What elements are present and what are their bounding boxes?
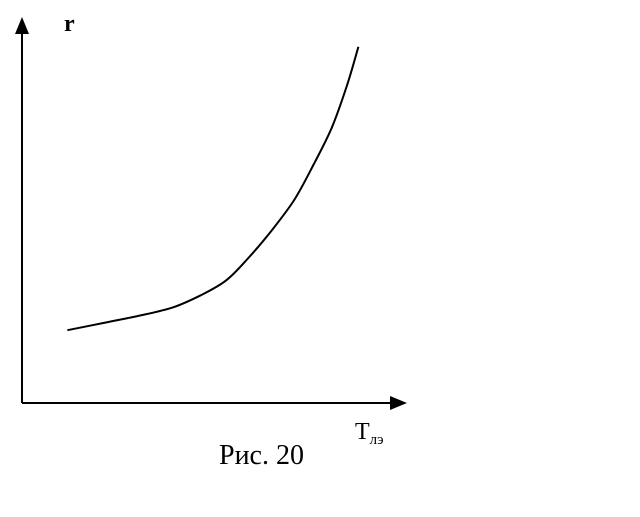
data-series-line	[67, 46, 360, 332]
x-axis-label-subscript: лэ	[370, 432, 384, 448]
x-axis-label: Tлэ	[355, 419, 384, 448]
x-axis-arrow-icon	[390, 396, 407, 410]
y-axis-label: r	[64, 11, 75, 37]
x-axis-label-main: T	[355, 419, 370, 445]
figure-caption: Рис. 20	[219, 440, 304, 471]
y-axis-arrow-icon	[15, 17, 29, 34]
